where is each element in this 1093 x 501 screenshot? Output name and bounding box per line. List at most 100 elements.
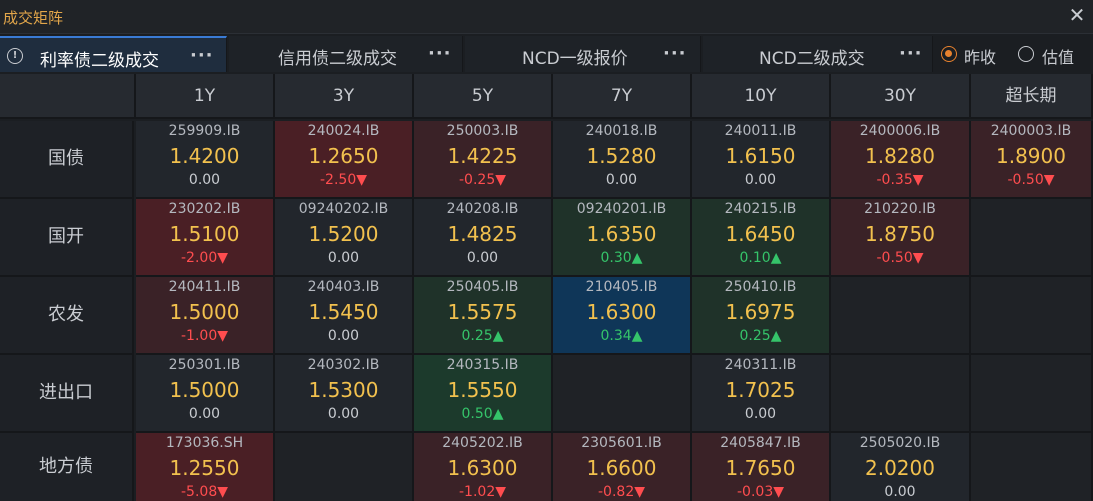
bond-code: 240311.IB <box>724 357 797 373</box>
tab-ncd-secondary[interactable]: NCD二级成交 ··· <box>703 36 933 72</box>
trade-price: 1.2650 <box>308 144 379 168</box>
price-change: -2.50▼ <box>320 172 367 188</box>
trade-price: 1.4200 <box>169 144 240 168</box>
price-change: 0.00 <box>605 172 638 188</box>
matrix-cell[interactable]: 240018.IB 1.5280 0.00 <box>553 121 692 199</box>
matrix-cell-empty <box>971 433 1093 501</box>
trade-price: 1.4225 <box>447 144 518 168</box>
bond-code: 2400006.IB <box>859 123 941 139</box>
bond-code: 250003.IB <box>446 123 519 139</box>
matrix-cell[interactable]: 250301.IB 1.5000 0.00 <box>136 355 275 433</box>
trade-price: 1.6600 <box>586 456 657 480</box>
trade-price: 1.6150 <box>725 144 796 168</box>
matrix-cell[interactable]: 250410.IB 1.6975 0.25▲ <box>692 277 831 355</box>
radio-label-valuation[interactable]: 估值 <box>1042 48 1075 67</box>
matrix-cell[interactable]: 2400003.IB 1.8900 -0.50▼ <box>971 121 1093 199</box>
matrix-cell[interactable]: 210220.IB 1.8750 -0.50▼ <box>831 199 971 277</box>
matrix-cell[interactable]: 240024.IB 1.2650 -2.50▼ <box>275 121 414 199</box>
matrix-cell[interactable]: 250003.IB 1.4225 -0.25▼ <box>414 121 553 199</box>
matrix-cell[interactable]: 09240202.IB 1.5200 0.00 <box>275 199 414 277</box>
price-change: 0.50▲ <box>461 406 504 422</box>
radio-label-prev-close[interactable]: 昨收 <box>964 48 997 67</box>
matrix-cell-empty <box>553 355 692 433</box>
bond-code: 250410.IB <box>724 279 797 295</box>
matrix-cell[interactable]: 240311.IB 1.7025 0.00 <box>692 355 831 433</box>
column-header[interactable]: 3Y <box>275 74 414 119</box>
tab-ncd-primary-quote[interactable]: NCD一级报价 ··· <box>465 36 701 72</box>
trade-price: 1.6300 <box>586 300 657 324</box>
trade-price: 1.5000 <box>169 300 240 324</box>
matrix-cell[interactable]: 240208.IB 1.4825 0.00 <box>414 199 553 277</box>
price-change: -1.00▼ <box>181 328 228 344</box>
more-icon[interactable]: ··· <box>190 45 214 66</box>
matrix-cell[interactable]: 2405202.IB 1.6300 -1.02▼ <box>414 433 553 501</box>
bond-code: 240018.IB <box>585 123 658 139</box>
matrix-cell[interactable]: 240302.IB 1.5300 0.00 <box>275 355 414 433</box>
column-header[interactable]: 30Y <box>831 74 971 119</box>
trade-price: 1.5300 <box>308 378 379 402</box>
matrix-cell-empty <box>971 199 1093 277</box>
column-header[interactable]: 7Y <box>553 74 692 119</box>
tab-label: 利率债二级成交 <box>40 51 159 71</box>
column-header[interactable]: 超长期 <box>971 74 1093 119</box>
matrix-cell[interactable]: 210405.IB 1.6300 0.34▲ <box>553 277 692 355</box>
bond-code: 2405847.IB <box>720 435 801 451</box>
matrix-cell-empty <box>831 277 971 355</box>
trade-price: 1.7025 <box>725 378 796 402</box>
matrix-cell[interactable]: 2400006.IB 1.8280 -0.35▼ <box>831 121 971 199</box>
matrix-cell[interactable]: 2405847.IB 1.7650 -0.03▼ <box>692 433 831 501</box>
bond-code: 240302.IB <box>307 357 380 373</box>
matrix-cell[interactable]: 240215.IB 1.6450 0.10▲ <box>692 199 831 277</box>
matrix-cell[interactable]: 09240201.IB 1.6350 0.30▲ <box>553 199 692 277</box>
price-change: -5.08▼ <box>181 484 228 500</box>
trade-matrix: 1Y 3Y 5Y 7Y 10Y 30Y 超长期 国债 259909.IB 1.4200 0.00 24… <box>0 74 1093 501</box>
column-header[interactable]: 5Y <box>414 74 553 119</box>
matrix-cell[interactable]: 2505020.IB 2.0200 0.00 <box>831 433 971 501</box>
more-icon[interactable]: ··· <box>663 43 687 64</box>
matrix-cell[interactable]: 240403.IB 1.5450 0.00 <box>275 277 414 355</box>
matrix-cell[interactable]: 240011.IB 1.6150 0.00 <box>692 121 831 199</box>
column-header[interactable]: 1Y <box>136 74 275 119</box>
price-change: 0.00 <box>466 250 499 266</box>
tab-label: NCD二级成交 <box>759 49 865 69</box>
more-icon[interactable]: ··· <box>428 43 452 64</box>
trade-price: 1.8750 <box>865 222 935 246</box>
window-title: 成交矩阵 <box>3 9 64 27</box>
matrix-cell[interactable]: 250405.IB 1.5575 0.25▲ <box>414 277 553 355</box>
trade-price: 1.5000 <box>169 378 240 402</box>
more-icon[interactable]: ··· <box>899 43 923 64</box>
matrix-cell[interactable]: 2305601.IB 1.6600 -0.82▼ <box>553 433 692 501</box>
price-change: 0.34▲ <box>600 328 643 344</box>
price-change: 0.10▲ <box>739 250 782 266</box>
tab-rate-bond-secondary[interactable]: ! 利率债二级成交 ··· <box>0 36 227 72</box>
bond-code: 2400003.IB <box>990 123 1072 139</box>
trade-price: 1.5200 <box>308 222 379 246</box>
price-change: 0.25▲ <box>461 328 504 344</box>
bond-code: 210220.IB <box>864 201 936 217</box>
matrix-cell[interactable]: 259909.IB 1.4200 0.00 <box>136 121 275 199</box>
price-change: 0.30▲ <box>600 250 643 266</box>
bond-code: 240315.IB <box>446 357 519 373</box>
column-header[interactable]: 10Y <box>692 74 831 119</box>
matrix-cell-empty <box>971 277 1093 355</box>
close-icon[interactable]: ✕ <box>1068 3 1086 27</box>
trade-price: 1.7650 <box>725 456 796 480</box>
trade-price: 1.5450 <box>308 300 379 324</box>
matrix-cell[interactable]: 173036.SH 1.2550 -5.08▼ <box>136 433 275 501</box>
radio-valuation[interactable] <box>1018 46 1034 62</box>
row-label: 地方债 <box>0 433 134 501</box>
price-change: -0.25▼ <box>459 172 506 188</box>
matrix-cell[interactable]: 240411.IB 1.5000 -1.00▼ <box>136 277 275 355</box>
info-icon[interactable]: ! <box>7 48 23 64</box>
matrix-cell[interactable]: 240315.IB 1.5550 0.50▲ <box>414 355 553 433</box>
bond-code: 230202.IB <box>168 201 241 217</box>
trade-price: 1.4825 <box>447 222 518 246</box>
price-change: -2.00▼ <box>181 250 228 266</box>
price-change: 0.00 <box>188 172 221 188</box>
matrix-cell[interactable]: 230202.IB 1.5100 -2.00▼ <box>136 199 275 277</box>
price-change: -0.50▼ <box>876 250 924 266</box>
row-label: 国债 <box>0 121 134 199</box>
price-change: 0.00 <box>744 172 777 188</box>
radio-prev-close[interactable] <box>941 46 957 62</box>
tab-credit-bond-secondary[interactable]: 信用债二级成交 ··· <box>229 36 463 72</box>
